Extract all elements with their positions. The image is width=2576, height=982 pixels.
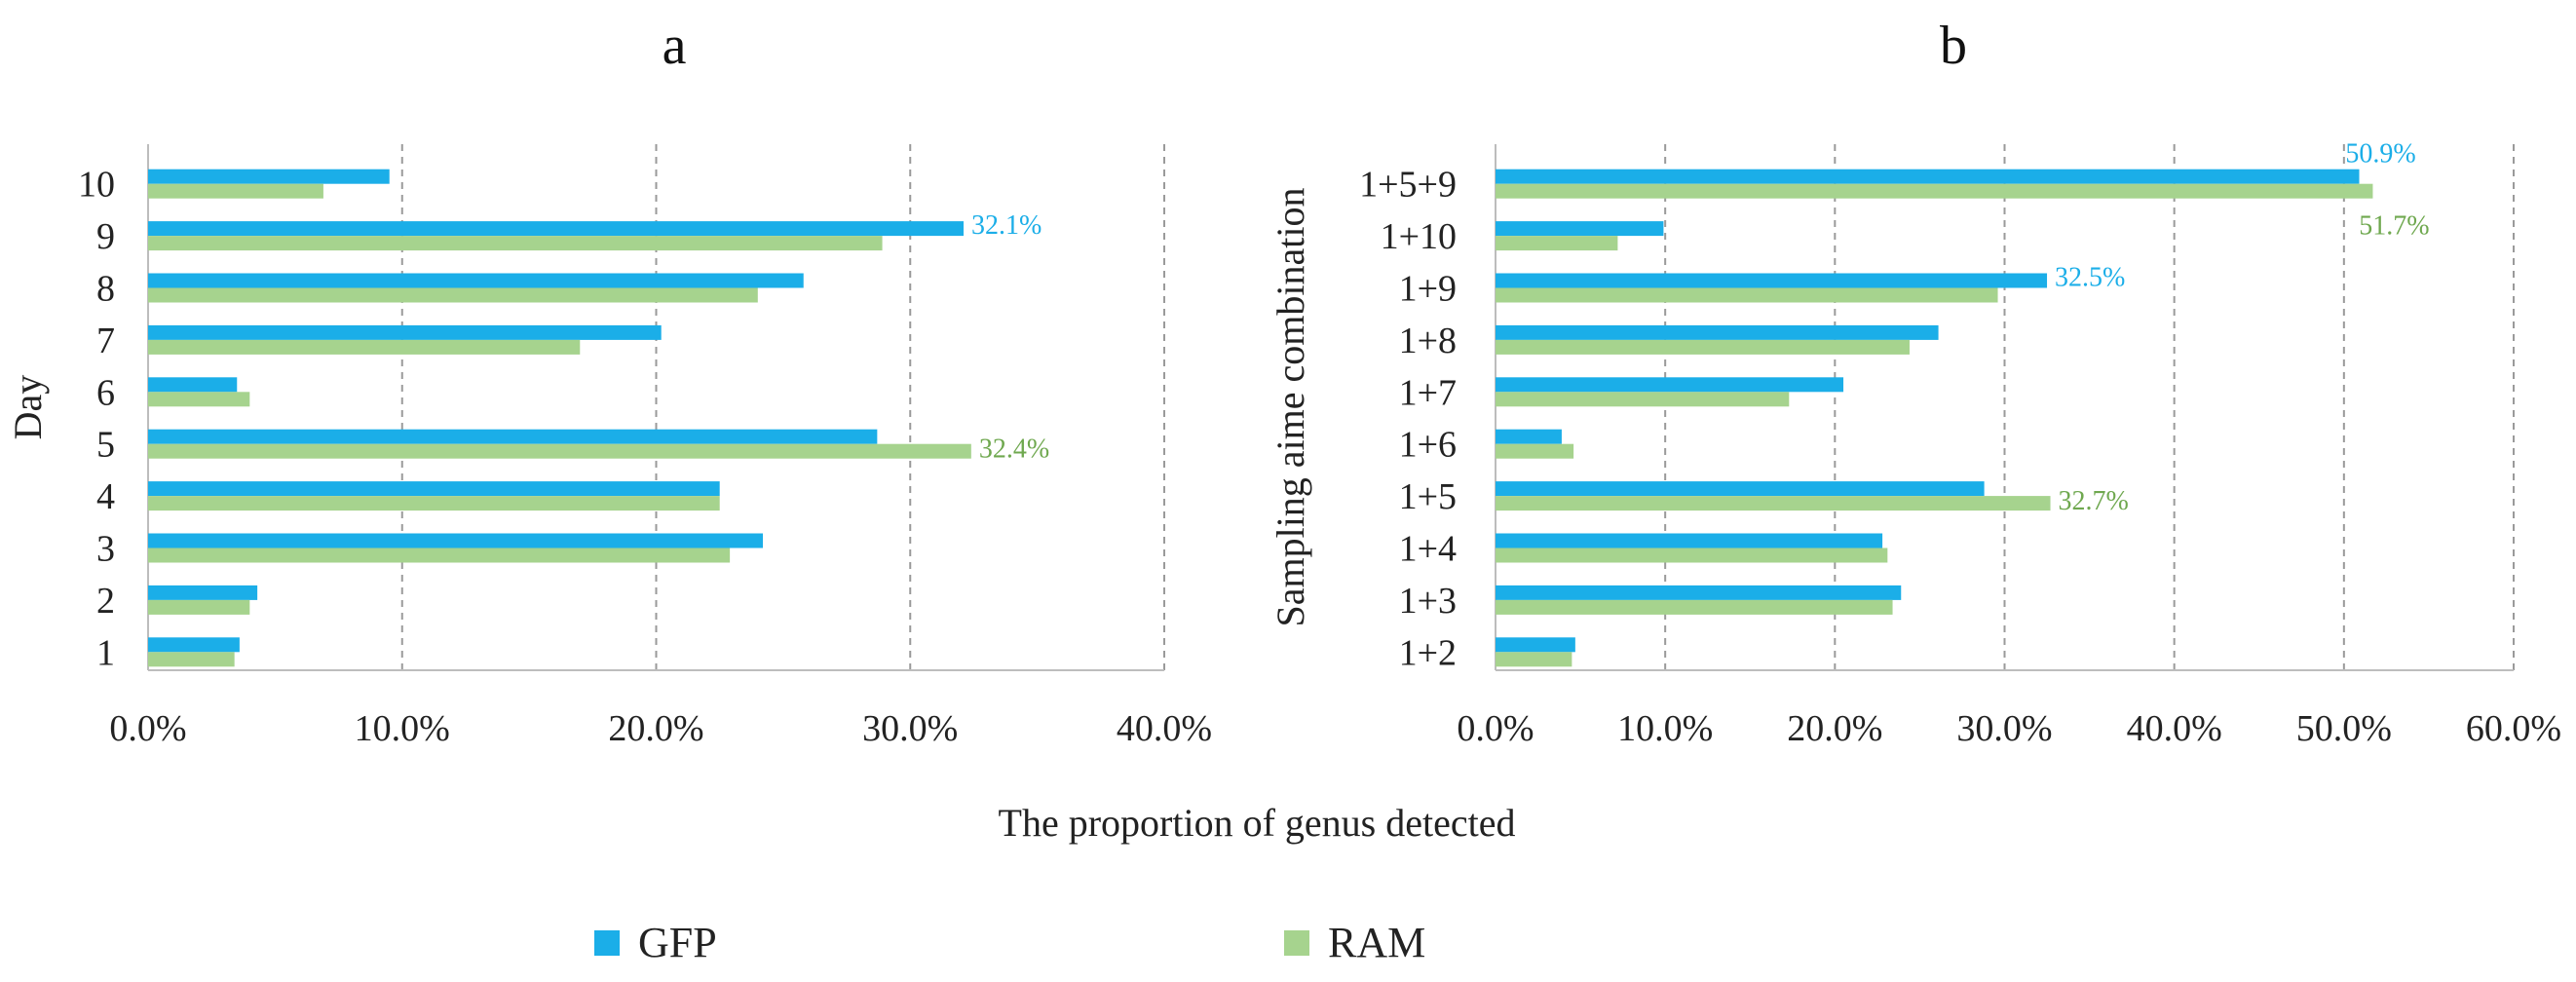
bar-ram-8	[148, 287, 758, 303]
x-tick-label: 30.0%	[1956, 708, 2052, 749]
bar-gfp-1+7	[1496, 377, 1844, 393]
bar-ram-2	[148, 599, 250, 615]
bar-gfp-6	[148, 377, 238, 393]
bar-gfp-1+5+9	[1496, 169, 2360, 184]
x-tick-label: 20.0%	[1787, 708, 1882, 749]
x-tick-label: 50.0%	[2296, 708, 2392, 749]
legend-swatch-gfp	[594, 930, 620, 956]
bar-gfp-1+6	[1496, 429, 1562, 444]
panel-title-b: b	[1940, 16, 1967, 76]
panel-title-a: a	[663, 16, 687, 76]
data-label: 51.7%	[2359, 211, 2429, 242]
bar-ram-1+5	[1496, 496, 2051, 511]
category-label: 3	[96, 529, 115, 570]
category-label: 1+9	[1399, 269, 1457, 310]
x-tick-label: 40.0%	[2127, 708, 2222, 749]
category-label: 1+8	[1399, 321, 1457, 361]
bar-gfp-1+9	[1496, 273, 2048, 288]
bar-ram-1+9	[1496, 287, 1998, 303]
x-axis-title: The proportion of genus detected	[999, 801, 1516, 845]
category-label: 5	[96, 425, 115, 466]
legend-swatch-ram	[1284, 930, 1309, 956]
data-label: 32.1%	[971, 210, 1042, 241]
bar-ram-9	[148, 236, 883, 251]
x-tick-label: 10.0%	[1617, 708, 1713, 749]
bar-ram-10	[148, 183, 323, 199]
bar-gfp-1+2	[1496, 637, 1575, 653]
bar-ram-1+7	[1496, 392, 1790, 407]
category-label: 1+2	[1399, 632, 1457, 673]
bar-gfp-1+3	[1496, 585, 1902, 600]
category-label: 7	[96, 321, 115, 361]
bar-ram-5	[148, 443, 971, 459]
category-label: 8	[96, 269, 115, 310]
category-label: 9	[96, 216, 115, 257]
category-label: 4	[96, 476, 115, 517]
y-axis-title-b: Sampling aime combination	[1269, 187, 1312, 626]
bar-gfp-1	[148, 637, 240, 653]
bar-gfp-2	[148, 585, 258, 600]
bar-gfp-1+8	[1496, 324, 1939, 340]
bar-ram-1+10	[1496, 236, 1618, 251]
bar-ram-1+3	[1496, 599, 1893, 615]
x-tick-label: 20.0%	[608, 708, 703, 749]
category-label: 6	[96, 372, 115, 413]
bar-ram-7	[148, 339, 581, 355]
legend-label-gfp: GFP	[638, 919, 717, 966]
x-tick-label: 10.0%	[355, 708, 450, 749]
bar-ram-3	[148, 548, 731, 563]
category-label: 1	[96, 632, 115, 673]
bar-gfp-1+4	[1496, 533, 1883, 548]
bar-gfp-1+10	[1496, 221, 1664, 237]
bar-ram-1	[148, 652, 235, 667]
category-label: 1+3	[1399, 581, 1457, 622]
chart-panel-a: a 0.0% 10.0% 20.0% 30.0% 40.0% Day 1 2 3 4 5 6 7 8 9 10 3…	[6, 16, 1212, 749]
x-tick-label: 60.0%	[2466, 708, 2561, 749]
bar-ram-6	[148, 392, 250, 407]
data-label: 32.4%	[979, 434, 1049, 465]
bar-gfp-1+5	[1496, 481, 1985, 497]
bar-ram-1+5+9	[1496, 183, 2373, 199]
category-label: 1+6	[1399, 425, 1457, 466]
category-label: 1+10	[1381, 216, 1457, 257]
bar-ram-1+6	[1496, 443, 1574, 459]
bar-ram-4	[148, 496, 720, 511]
bar-gfp-5	[148, 429, 878, 444]
bar-gfp-9	[148, 221, 965, 237]
category-label: 10	[78, 165, 115, 206]
data-label: 32.5%	[2055, 263, 2125, 293]
bar-ram-1+4	[1496, 548, 1888, 563]
data-label: 50.9%	[2345, 139, 2415, 170]
x-tick-label: 30.0%	[862, 708, 958, 749]
bar-gfp-8	[148, 273, 804, 288]
bar-gfp-7	[148, 324, 662, 340]
data-label: 32.7%	[2059, 486, 2129, 516]
bar-gfp-4	[148, 481, 720, 497]
x-tick-label: 0.0%	[109, 708, 186, 749]
y-axis-title-a: Day	[6, 375, 50, 440]
legend-label-ram: RAM	[1328, 919, 1425, 966]
category-label: 1+5	[1399, 476, 1457, 517]
bar-gfp-10	[148, 169, 390, 184]
legend: GFP RAM	[594, 919, 1425, 966]
bar-ram-1+8	[1496, 339, 1910, 355]
category-label: 1+4	[1399, 529, 1457, 570]
category-label: 2	[96, 581, 115, 622]
x-tick-label: 0.0%	[1457, 708, 1534, 749]
bar-gfp-3	[148, 533, 764, 548]
category-label: 1+7	[1399, 372, 1457, 413]
category-label: 1+5+9	[1359, 165, 1457, 206]
bar-ram-1+2	[1496, 652, 1572, 667]
x-tick-label: 40.0%	[1117, 708, 1212, 749]
chart-panel-b: b 0.0% 10.0% 20.0% 30.0% 40.0% 50.0% 60.0% Sampl…	[1269, 16, 2561, 749]
